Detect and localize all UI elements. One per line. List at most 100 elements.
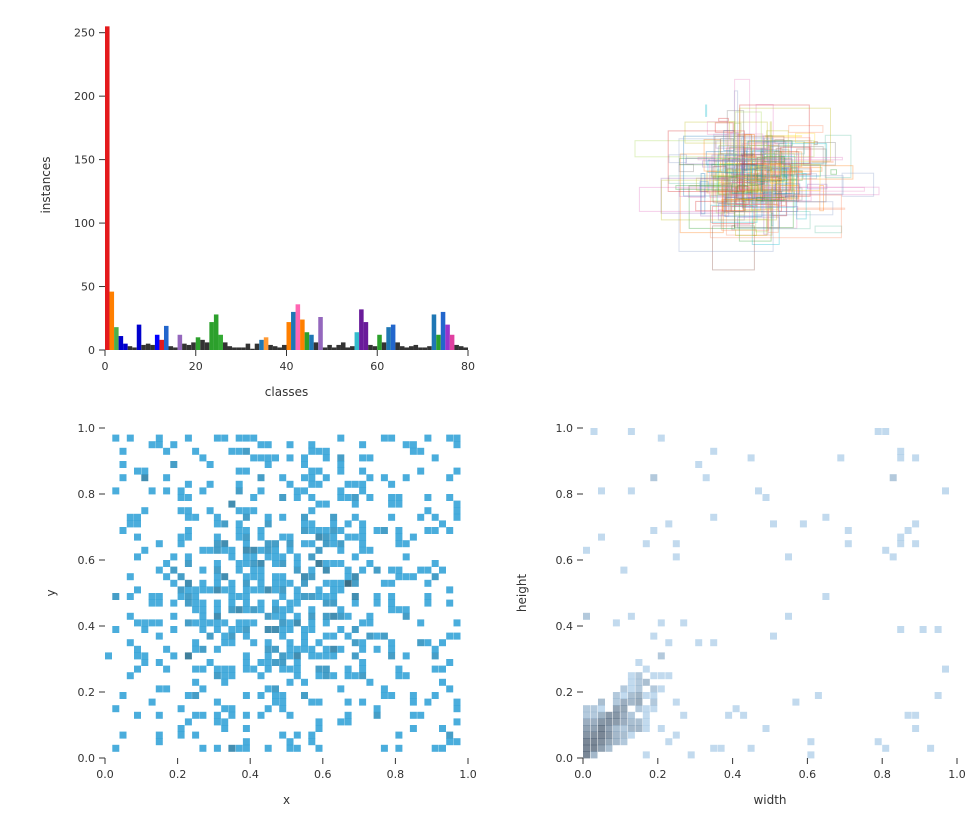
- xy-point: [185, 481, 192, 488]
- xy-point: [134, 619, 141, 626]
- xy-point: [192, 646, 199, 653]
- xy-point: [330, 514, 337, 521]
- xy-point: [316, 481, 323, 488]
- bar: [214, 314, 219, 350]
- wh-point: [583, 738, 590, 745]
- bar: [323, 347, 328, 350]
- ytick-label: 0.0: [78, 752, 96, 765]
- bar: [146, 344, 151, 350]
- xy-point: [236, 435, 243, 442]
- xy-point: [214, 560, 221, 567]
- xy-point: [395, 732, 402, 739]
- xy-point: [323, 619, 330, 626]
- wh-point: [815, 692, 822, 699]
- wh-point: [763, 725, 770, 732]
- xy-point: [134, 646, 141, 653]
- ytick-label: 0: [88, 344, 95, 357]
- bar: [454, 345, 459, 350]
- xy-point: [243, 468, 250, 475]
- xy-point: [279, 494, 286, 501]
- xtick-label: 60: [370, 360, 384, 373]
- xy-point: [185, 692, 192, 699]
- xy-point: [250, 553, 257, 560]
- xy-point: [112, 626, 119, 633]
- wh-point: [680, 619, 687, 626]
- wh-point: [628, 672, 635, 679]
- xy-point: [287, 534, 294, 541]
- xy-point: [294, 494, 301, 501]
- wh-point: [882, 428, 889, 435]
- xy-point: [185, 435, 192, 442]
- xy-point: [156, 732, 163, 739]
- xy-point: [366, 474, 373, 481]
- xy-point: [199, 712, 206, 719]
- xy-point: [337, 646, 344, 653]
- xy-point: [236, 745, 243, 752]
- xy-point: [352, 580, 359, 587]
- xy-point: [374, 593, 381, 600]
- wh-point: [613, 738, 620, 745]
- xtick-label: 0.8: [387, 768, 405, 781]
- xy-point: [221, 666, 228, 673]
- xy-point: [149, 441, 156, 448]
- xy-point: [294, 659, 301, 666]
- xy-point: [374, 567, 381, 574]
- bar: [259, 340, 264, 350]
- wh-point: [927, 745, 934, 752]
- xy-point: [178, 586, 185, 593]
- xy-point: [446, 527, 453, 534]
- xy-point: [243, 619, 250, 626]
- wh-point: [658, 435, 665, 442]
- xy-point: [308, 626, 315, 633]
- xy-point: [250, 639, 257, 646]
- xy-point: [243, 745, 250, 752]
- wh-point: [650, 633, 657, 640]
- wh-point: [628, 725, 635, 732]
- xy-point: [250, 494, 257, 501]
- wh-point: [643, 705, 650, 712]
- bar: [277, 347, 282, 350]
- xy-point: [120, 474, 127, 481]
- wh-point: [635, 699, 642, 706]
- bar: [200, 340, 205, 350]
- xy-point: [272, 454, 279, 461]
- bar: [110, 292, 115, 350]
- xy-point: [337, 685, 344, 692]
- bar: [296, 304, 301, 350]
- xy-point: [301, 540, 308, 547]
- xy-point: [403, 540, 410, 547]
- xy-point: [345, 481, 352, 488]
- xy-point: [228, 626, 235, 633]
- xy-point: [417, 567, 424, 574]
- ytick-label: 0.2: [78, 686, 96, 699]
- wh-point: [890, 474, 897, 481]
- xy-point: [265, 626, 272, 633]
- xy-point: [250, 666, 257, 673]
- xy-point: [214, 573, 221, 580]
- xy-point: [366, 633, 373, 640]
- bar: [391, 325, 396, 350]
- xy-point: [141, 659, 148, 666]
- wh-point: [875, 428, 882, 435]
- xy-point: [345, 580, 352, 587]
- xy-point: [207, 481, 214, 488]
- xy-point: [243, 586, 250, 593]
- wh-point: [598, 487, 605, 494]
- xy-point: [185, 652, 192, 659]
- xtick-label: 1.0: [459, 768, 477, 781]
- xy-point: [228, 501, 235, 508]
- xy-point: [337, 468, 344, 475]
- xy-point: [127, 514, 134, 521]
- xy-point: [228, 639, 235, 646]
- xy-point: [243, 633, 250, 640]
- xy-point: [345, 633, 352, 640]
- wh-point: [583, 751, 590, 758]
- wh-point: [673, 553, 680, 560]
- xy-point: [243, 527, 250, 534]
- bar: [359, 309, 364, 350]
- wh-point: [665, 672, 672, 679]
- xy-point: [127, 613, 134, 620]
- ytick-label: 0.4: [556, 620, 574, 633]
- xy-point: [337, 718, 344, 725]
- xy-point: [316, 593, 323, 600]
